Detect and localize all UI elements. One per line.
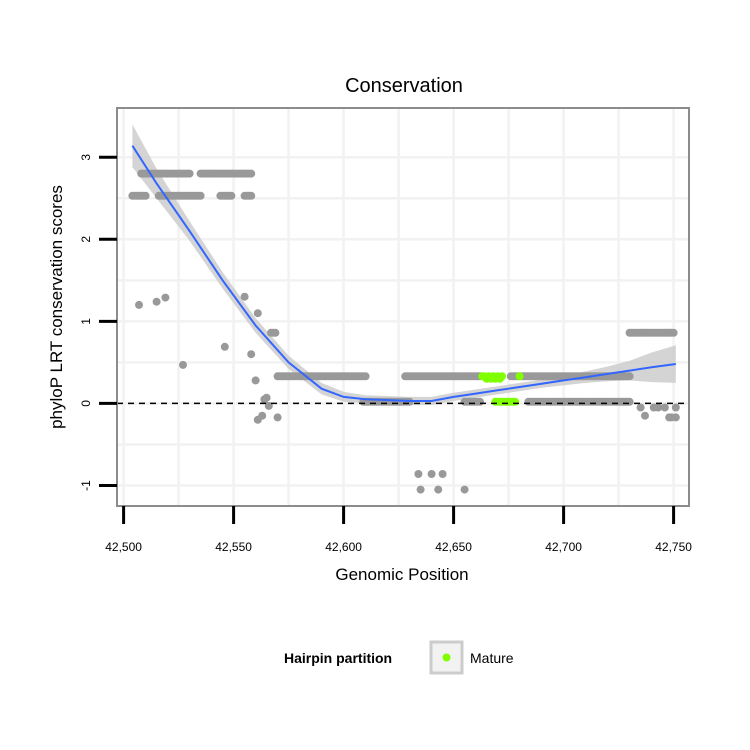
y-axis-label: phyloP LRT conservation scores (47, 185, 66, 429)
smooth-line (131, 145, 676, 402)
data-point (251, 376, 260, 385)
legend: Hairpin partition Mature (284, 640, 514, 675)
data-point (196, 191, 205, 200)
data-point (636, 403, 645, 412)
data-point (152, 297, 161, 306)
data-point (460, 485, 469, 494)
x-tick-label: 42,600 (325, 540, 362, 554)
y-tick-label: 2 (79, 236, 93, 243)
data-point (641, 411, 649, 420)
data-point (273, 413, 282, 422)
data-point (247, 169, 256, 178)
mature-point (515, 372, 524, 381)
data-point (654, 403, 663, 412)
x-tick-label: 42,650 (435, 540, 472, 554)
x-axis: 42,500 42,550 42,600 42,650 42,700 42,750 (105, 506, 692, 554)
data-point (179, 360, 187, 369)
data-point (185, 169, 194, 178)
y-tick-label: 1 (79, 318, 93, 325)
data-point (258, 411, 267, 420)
x-tick-label: 42,550 (215, 540, 252, 554)
data-point (253, 309, 262, 318)
data-points (128, 169, 680, 494)
data-point (271, 328, 280, 337)
data-point (671, 403, 680, 412)
y-tick-label: -1 (79, 480, 93, 491)
data-point (671, 413, 680, 422)
y-tick-label: 0 (79, 400, 93, 407)
mature-point (511, 397, 520, 406)
data-point (669, 328, 678, 337)
data-point (361, 372, 370, 381)
x-tick-label: 42,500 (105, 540, 142, 554)
y-axis: -1 0 1 2 3 (79, 154, 117, 491)
data-point (427, 470, 436, 478)
plot-panel (117, 108, 689, 506)
chart-title: Conservation (345, 75, 463, 97)
y-tick-label: 3 (79, 154, 93, 161)
panel-border (116, 107, 690, 507)
x-tick-label: 42,750 (655, 540, 692, 554)
data-point (161, 293, 170, 302)
data-point (660, 403, 669, 412)
legend-mature-swatch (442, 653, 451, 662)
data-point (438, 470, 447, 478)
x-tick-label: 42,700 (545, 540, 582, 554)
data-point (220, 342, 229, 351)
data-point (240, 292, 249, 301)
data-point (416, 485, 425, 494)
data-point (476, 397, 484, 406)
data-point (227, 191, 236, 200)
data-point (141, 191, 150, 200)
legend-label-mature: Mature (470, 650, 514, 666)
data-point (264, 401, 273, 410)
legend-title: Hairpin partition (284, 650, 392, 666)
data-point (262, 393, 271, 402)
data-point (414, 470, 423, 478)
x-axis-label: Genomic Position (335, 565, 468, 584)
data-point (625, 372, 634, 381)
data-point (434, 485, 443, 494)
data-point (247, 350, 256, 359)
smooth-line-layer (131, 145, 676, 402)
data-point (247, 191, 256, 200)
mature-point (498, 372, 506, 381)
data-point (135, 300, 143, 309)
data-point (625, 397, 634, 406)
